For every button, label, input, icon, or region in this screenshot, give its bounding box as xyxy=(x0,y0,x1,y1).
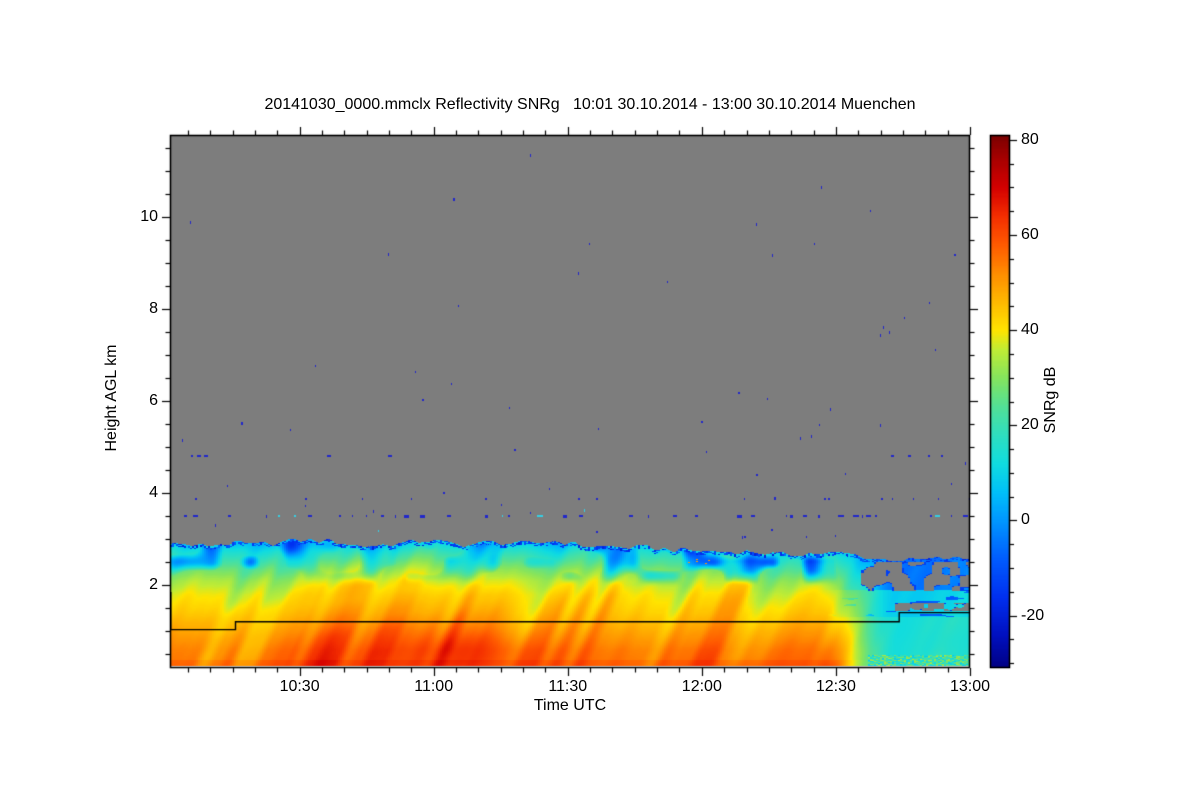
y-tick-label: 8 xyxy=(149,299,158,317)
x-tick-label: 12:00 xyxy=(681,678,722,695)
x-tick-label: 10:30 xyxy=(279,678,320,695)
x-axis-label: Time UTC xyxy=(533,697,607,714)
colorbar-tick-label: 40 xyxy=(1021,321,1039,339)
x-tick-label: 11:30 xyxy=(548,678,588,695)
colorbar-tick-label: 60 xyxy=(1021,225,1039,243)
y-tick-label: 6 xyxy=(149,391,158,409)
colorbar-tick-label: -20 xyxy=(1021,606,1045,624)
y-tick-label: 10 xyxy=(140,207,158,225)
y-tick-label: 4 xyxy=(149,483,158,501)
colorbar-tick-label: 0 xyxy=(1021,511,1030,529)
x-tick-label: 12:30 xyxy=(815,678,856,695)
colorbar-tick-label: 20 xyxy=(1021,416,1039,434)
x-tick-label: 11:00 xyxy=(414,678,454,695)
colorbar-tick-label: 80 xyxy=(1021,130,1039,148)
x-tick-label: 13:00 xyxy=(949,678,991,695)
y-tick-label: 2 xyxy=(149,575,158,593)
